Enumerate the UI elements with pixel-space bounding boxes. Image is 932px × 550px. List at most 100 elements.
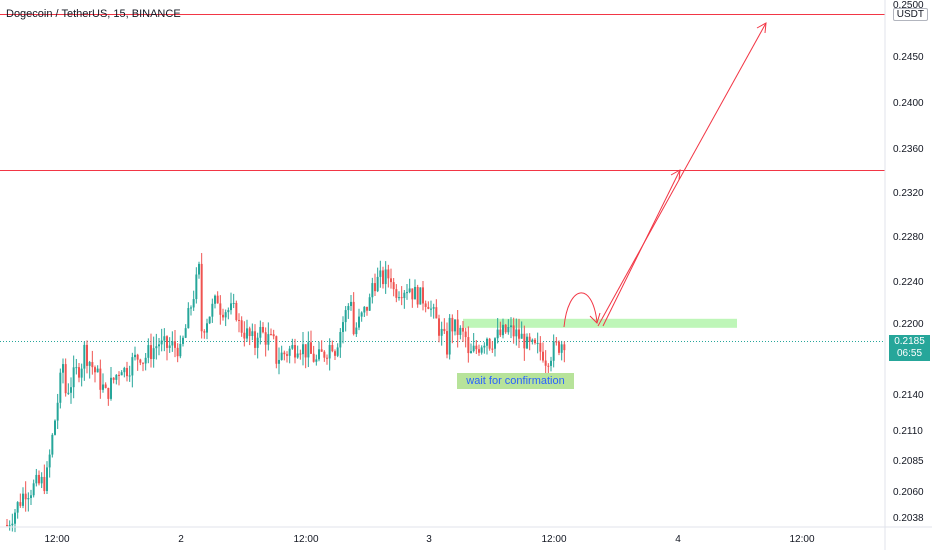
candle-body (307, 342, 310, 358)
candle-body (27, 498, 30, 500)
y-tick-label: 0.2060 (893, 487, 924, 498)
projection-arrowhead-mid (670, 169, 681, 181)
candle-body (448, 317, 451, 355)
candle-body (16, 502, 19, 513)
candle-body (280, 352, 283, 360)
candle-body (14, 512, 16, 524)
candle-body (43, 476, 46, 492)
candle-body (83, 344, 86, 369)
current-price-tag: 0.2185 06:55 (889, 335, 930, 361)
candle-body (11, 523, 14, 526)
candle-body (283, 352, 286, 355)
candle-body (555, 341, 558, 343)
candle-body (462, 327, 464, 332)
candle-body (435, 307, 438, 319)
candle-body (432, 307, 435, 309)
candle-body (547, 365, 550, 367)
candle-body (128, 375, 131, 377)
candle-body (91, 362, 94, 368)
candle-body (344, 310, 347, 323)
y-tick-label: 0.2140 (893, 390, 924, 401)
candle-body (502, 324, 504, 336)
candle-body (222, 314, 224, 318)
candle-body (416, 286, 419, 305)
time-axis[interactable]: 12:00 2 12:00 3 12:00 4 12:00 (0, 526, 932, 545)
candle-body (331, 345, 334, 352)
y-tick-label: 0.2038 (893, 513, 924, 524)
candle-body (528, 336, 531, 342)
horizontal-levels (0, 14, 885, 342)
candle-body (291, 345, 294, 349)
confirmation-note[interactable]: wait for confirmation (457, 373, 574, 389)
candle-body (347, 305, 350, 311)
candle-body (267, 334, 270, 345)
candle-body (323, 351, 326, 358)
candle-body (486, 338, 488, 346)
y-tick-label: 0.2450 (893, 52, 924, 63)
candle-body (430, 308, 432, 310)
candle-body (339, 332, 342, 348)
candle-body (8, 525, 11, 527)
candle-body (104, 384, 107, 388)
candle-body (235, 302, 238, 320)
candle-body (275, 336, 278, 364)
candle-body (262, 326, 264, 333)
candle-body (355, 327, 358, 335)
candle-body (480, 347, 483, 353)
candle-body (326, 357, 328, 359)
candle-body (118, 374, 120, 376)
candle-body (363, 306, 366, 313)
candle-body (160, 340, 163, 345)
x-tick-label: 4 (675, 534, 681, 545)
bounce-arrowhead (589, 312, 601, 324)
candle-body (510, 325, 512, 328)
candle-body (54, 420, 56, 435)
candle-body (456, 319, 459, 335)
chart-title: Dogecoin / TetherUS, 15, BINANCE (6, 8, 181, 20)
candle-body (232, 302, 235, 304)
candle-body (120, 372, 123, 376)
x-tick-label: 12:00 (44, 534, 69, 545)
candle-body (552, 341, 555, 361)
candle-body (534, 339, 536, 344)
candle-body (518, 329, 520, 339)
candle-body (166, 336, 168, 348)
candle-body (507, 327, 510, 333)
candle-body (227, 310, 230, 313)
candle-body (315, 359, 318, 362)
price-axis[interactable]: 0.2038 0.2060 0.2085 0.2110 0.2140 0.2200 0.22… (884, 0, 924, 550)
y-tick-label: 0.2200 (893, 319, 924, 330)
candle-body (214, 295, 216, 304)
candle-body (150, 345, 152, 360)
candle-body (542, 351, 544, 361)
candle-body (72, 367, 75, 388)
candle-body (96, 368, 99, 373)
candle-body (110, 377, 112, 399)
candle-body (184, 328, 187, 338)
candle-body (544, 360, 547, 366)
candle-body (208, 316, 211, 324)
y-tick-label: 0.2400 (893, 98, 924, 109)
candle-body (179, 343, 182, 357)
candle-body (38, 474, 40, 484)
candle-body (187, 308, 190, 329)
y-tick-label: 0.2360 (893, 144, 924, 155)
candle-body (102, 384, 104, 390)
candle-body (422, 287, 424, 304)
candle-body (256, 337, 259, 348)
candle-body (446, 331, 448, 355)
candle-body (78, 367, 80, 378)
candle-body (387, 269, 390, 279)
currency-badge[interactable]: USDT (892, 8, 928, 21)
candle-body (88, 362, 91, 366)
candle-body (70, 387, 72, 393)
candle-body (374, 283, 376, 292)
candle-body (496, 329, 499, 339)
x-tick-label: 12:00 (293, 534, 318, 545)
candle-body (190, 307, 192, 309)
candle-body (350, 301, 352, 306)
candles (6, 253, 566, 533)
candle-body (467, 337, 470, 354)
candle-body (395, 289, 398, 298)
